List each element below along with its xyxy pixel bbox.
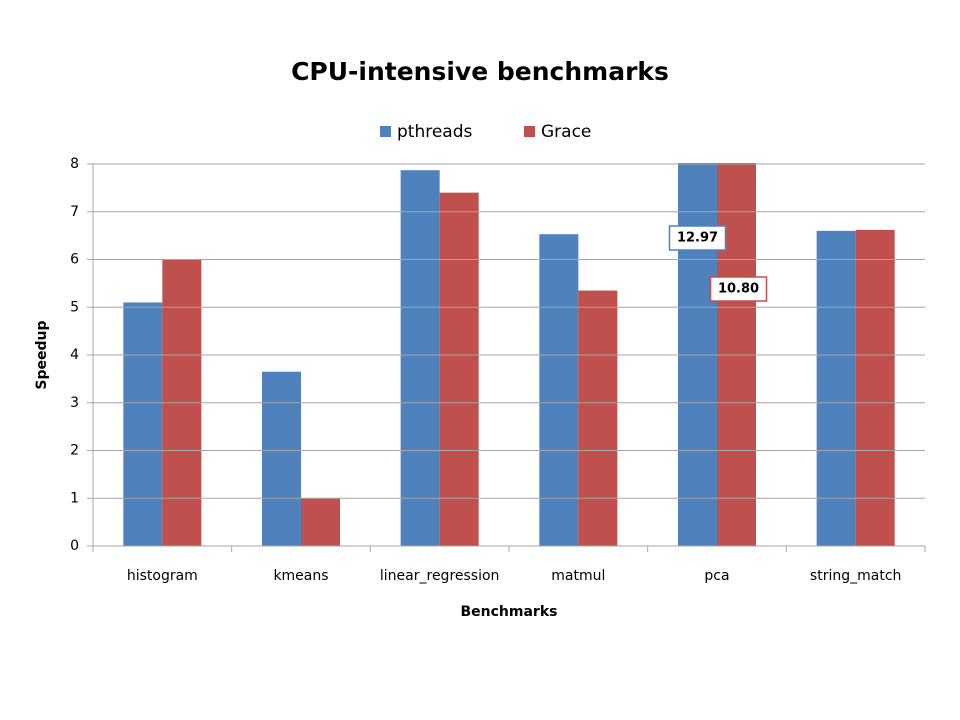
y-tick-label: 2 xyxy=(70,443,79,459)
bar xyxy=(855,229,895,546)
x-tick-label: pca xyxy=(704,568,729,584)
value-label: 12.97 xyxy=(677,231,718,246)
y-tick-label: 6 xyxy=(70,252,79,268)
y-tick-label: 7 xyxy=(70,204,79,220)
x-tick-label: string_match xyxy=(810,568,901,584)
bar xyxy=(123,302,163,546)
chart-title: CPU-intensive benchmarks xyxy=(291,57,669,86)
y-tick-label: 4 xyxy=(70,347,79,363)
bar xyxy=(301,498,340,546)
legend-label: pthreads xyxy=(397,122,473,142)
x-axis-label: Benchmarks xyxy=(461,604,558,620)
x-tick-label: histogram xyxy=(127,568,198,584)
y-tick-label: 8 xyxy=(70,156,79,172)
x-tick-label: linear_regression xyxy=(380,568,500,584)
bar xyxy=(578,290,618,546)
bar xyxy=(539,234,579,546)
bar xyxy=(816,230,856,546)
y-tick-label: 3 xyxy=(70,395,79,411)
bar xyxy=(400,170,440,546)
legend-swatch xyxy=(524,126,535,137)
legend-label: Grace xyxy=(541,122,591,142)
y-tick-label: 0 xyxy=(70,538,79,554)
y-tick-label: 1 xyxy=(70,490,79,506)
bar xyxy=(439,192,479,546)
x-tick-label: kmeans xyxy=(273,568,328,584)
value-label: 10.80 xyxy=(718,282,759,297)
y-tick-label: 5 xyxy=(70,299,79,315)
legend-swatch xyxy=(380,126,391,137)
y-axis-label: Speedup xyxy=(34,320,50,389)
bar xyxy=(678,163,717,547)
value-label-box xyxy=(668,225,727,251)
value-label-box xyxy=(709,276,768,302)
bar xyxy=(262,371,301,546)
x-tick-label: matmul xyxy=(551,568,605,584)
